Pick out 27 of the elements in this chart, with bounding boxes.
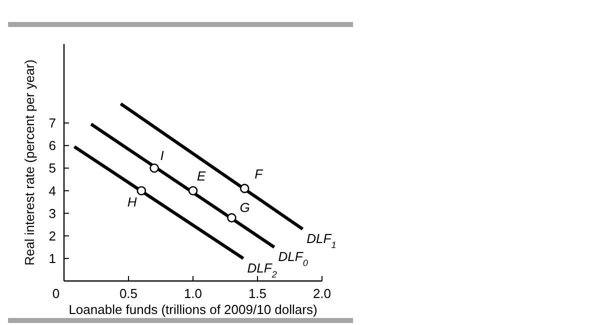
series-label: DLF$_{2}$ xyxy=(247,260,277,280)
series-label: DLF$_{1}$ xyxy=(306,231,336,250)
y-tick-label: 5 xyxy=(48,160,56,176)
point xyxy=(150,163,159,173)
x-tick-label: 0 xyxy=(52,286,60,301)
annotation: E xyxy=(197,168,206,184)
point xyxy=(136,186,146,196)
x-axis-title: Loanable funds (trillions of 2009/10 dollars) xyxy=(68,302,318,317)
y-tick-label: 1 xyxy=(48,250,56,266)
point xyxy=(227,213,236,222)
y-tick-label: 4 xyxy=(48,183,56,198)
series-label: DLF$_{0}$ xyxy=(278,249,308,268)
x-tick-label: 1.5 xyxy=(248,286,267,301)
annotation: H xyxy=(127,194,138,210)
y-tick-label: 3 xyxy=(48,206,56,221)
annotation: I xyxy=(160,148,164,164)
annotation: F xyxy=(254,166,264,182)
y-tick-label: 2 xyxy=(48,228,56,244)
y-tick-label: 6 xyxy=(48,138,56,154)
point xyxy=(188,186,198,196)
x-tick-label: 2.0 xyxy=(312,286,332,301)
point xyxy=(240,184,250,194)
y-tick-label: 7 xyxy=(48,116,56,131)
x-tick-label: 0.5 xyxy=(119,286,138,301)
annotation: G xyxy=(240,200,250,215)
x-tick-label: 1.0 xyxy=(184,286,202,301)
y-axis-title: Real interest rate (percent per year) xyxy=(22,60,37,266)
